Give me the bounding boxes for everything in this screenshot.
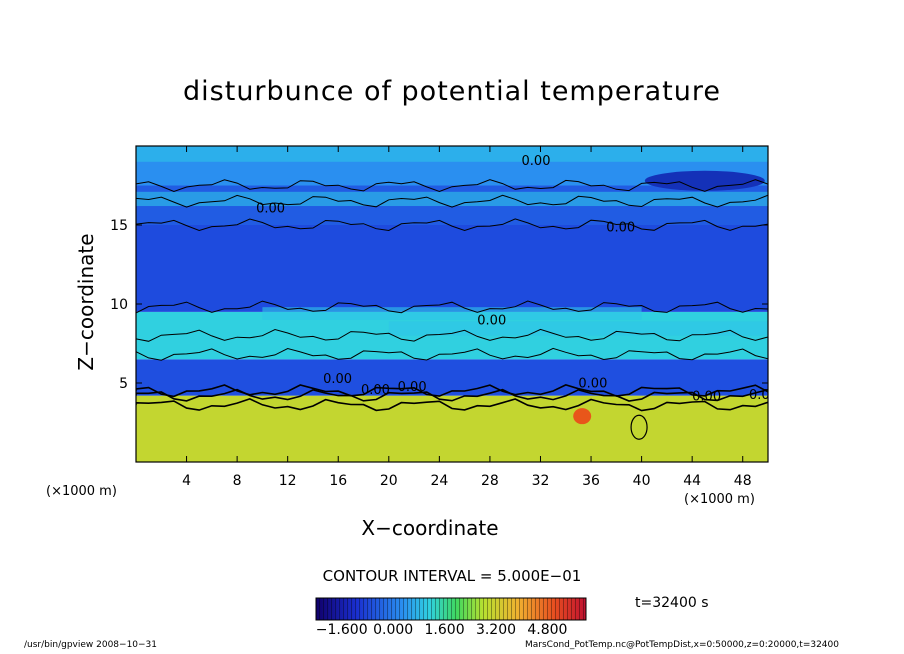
footer-left: /usr/bin/gpview 2008−10−31 <box>24 640 158 650</box>
colorbar-tick-label: 0.000 <box>373 622 414 638</box>
contour-label: 0.00 <box>361 383 390 398</box>
contour-loop <box>630 414 648 440</box>
contour-line-8 <box>136 179 768 193</box>
contour-line-7 <box>136 194 768 208</box>
colorbar-frame <box>315 597 587 621</box>
contour-line-1 <box>136 388 768 402</box>
contour-line-0 <box>136 398 768 412</box>
contour-label: 0.00 <box>749 388 778 403</box>
x-tick-label: 36 <box>582 473 600 489</box>
x-unit-right: (×1000 m) <box>684 492 755 507</box>
colorbar-tick-label: −1.600 <box>315 622 368 638</box>
colorbar-stripes <box>316 598 586 620</box>
x-tick-label: 48 <box>734 473 752 489</box>
x-tick-label: 32 <box>532 473 550 489</box>
y-tick-label: 10 <box>110 297 128 313</box>
y-axis: 5 10 15 <box>110 218 768 392</box>
x-tick-label: 16 <box>329 473 347 489</box>
streak-3 <box>136 146 768 162</box>
contour-label: 0.00 <box>256 201 285 216</box>
x-tick-label: 44 <box>683 473 701 489</box>
colorbar-tick-label: 1.600 <box>424 622 465 638</box>
x-tick-label: 12 <box>279 473 297 489</box>
x-axis-label: X−coordinate <box>361 516 499 540</box>
x-tick-label: 8 <box>233 473 242 489</box>
x-tick-label: 4 <box>182 473 191 489</box>
streak-1 <box>388 321 768 336</box>
footer-right: MarsCond_PotTemp.nc@PotTempDist,x=0:5000… <box>525 640 839 650</box>
field-layer-3 <box>136 225 768 312</box>
x-tick-label: 28 <box>481 473 499 489</box>
cold-pocket <box>644 170 765 191</box>
field-layer-0 <box>136 395 768 462</box>
contour-label: 0.00 <box>477 314 506 329</box>
contour-label: 0.00 <box>323 372 352 387</box>
streak-0 <box>262 307 642 320</box>
contour-label: 0.00 <box>692 389 721 404</box>
contour-line-6 <box>136 218 768 232</box>
colorbar-tick-label: 3.200 <box>475 622 517 638</box>
contour-labels: 0.00 0.00 0.00 0.00 0.00 0.00 0.00 0.00 0.00 0.00 <box>256 154 778 404</box>
chart-title: disturbunce of potential temperature <box>183 76 721 107</box>
contour-interval: CONTOUR INTERVAL = 5.000E−01 <box>322 567 582 585</box>
time-label: t=32400 s <box>635 595 709 611</box>
field-layer-1 <box>136 359 768 396</box>
contour-label: 0.00 <box>606 220 635 235</box>
contour-label: 0.00 <box>522 154 551 169</box>
x-axis: 4 8 12 16 20 24 28 32 36 40 44 48 <box>182 146 752 489</box>
x-tick-label: 24 <box>430 473 448 489</box>
field-layers <box>136 146 768 462</box>
contour-line-4 <box>136 328 768 342</box>
colorbar-tick-label: 4.800 <box>527 622 568 638</box>
contour-line-3 <box>136 347 768 361</box>
y-axis-label: Z−coordinate <box>74 233 98 371</box>
x-tick-label: 40 <box>633 473 651 489</box>
contour-label: 0.00 <box>398 380 427 395</box>
contour-label: 0.00 <box>578 377 607 392</box>
contour-lines <box>136 179 768 440</box>
y-tick-label: 5 <box>119 376 128 392</box>
y-tick-label: 15 <box>110 218 128 234</box>
streak-2 <box>136 191 768 207</box>
contour-line-2 <box>136 384 768 398</box>
hot-spot <box>573 408 592 425</box>
contour-line-5 <box>136 300 768 314</box>
x-unit-left: (×1000 m) <box>46 484 117 499</box>
x-tick-label: 20 <box>380 473 398 489</box>
